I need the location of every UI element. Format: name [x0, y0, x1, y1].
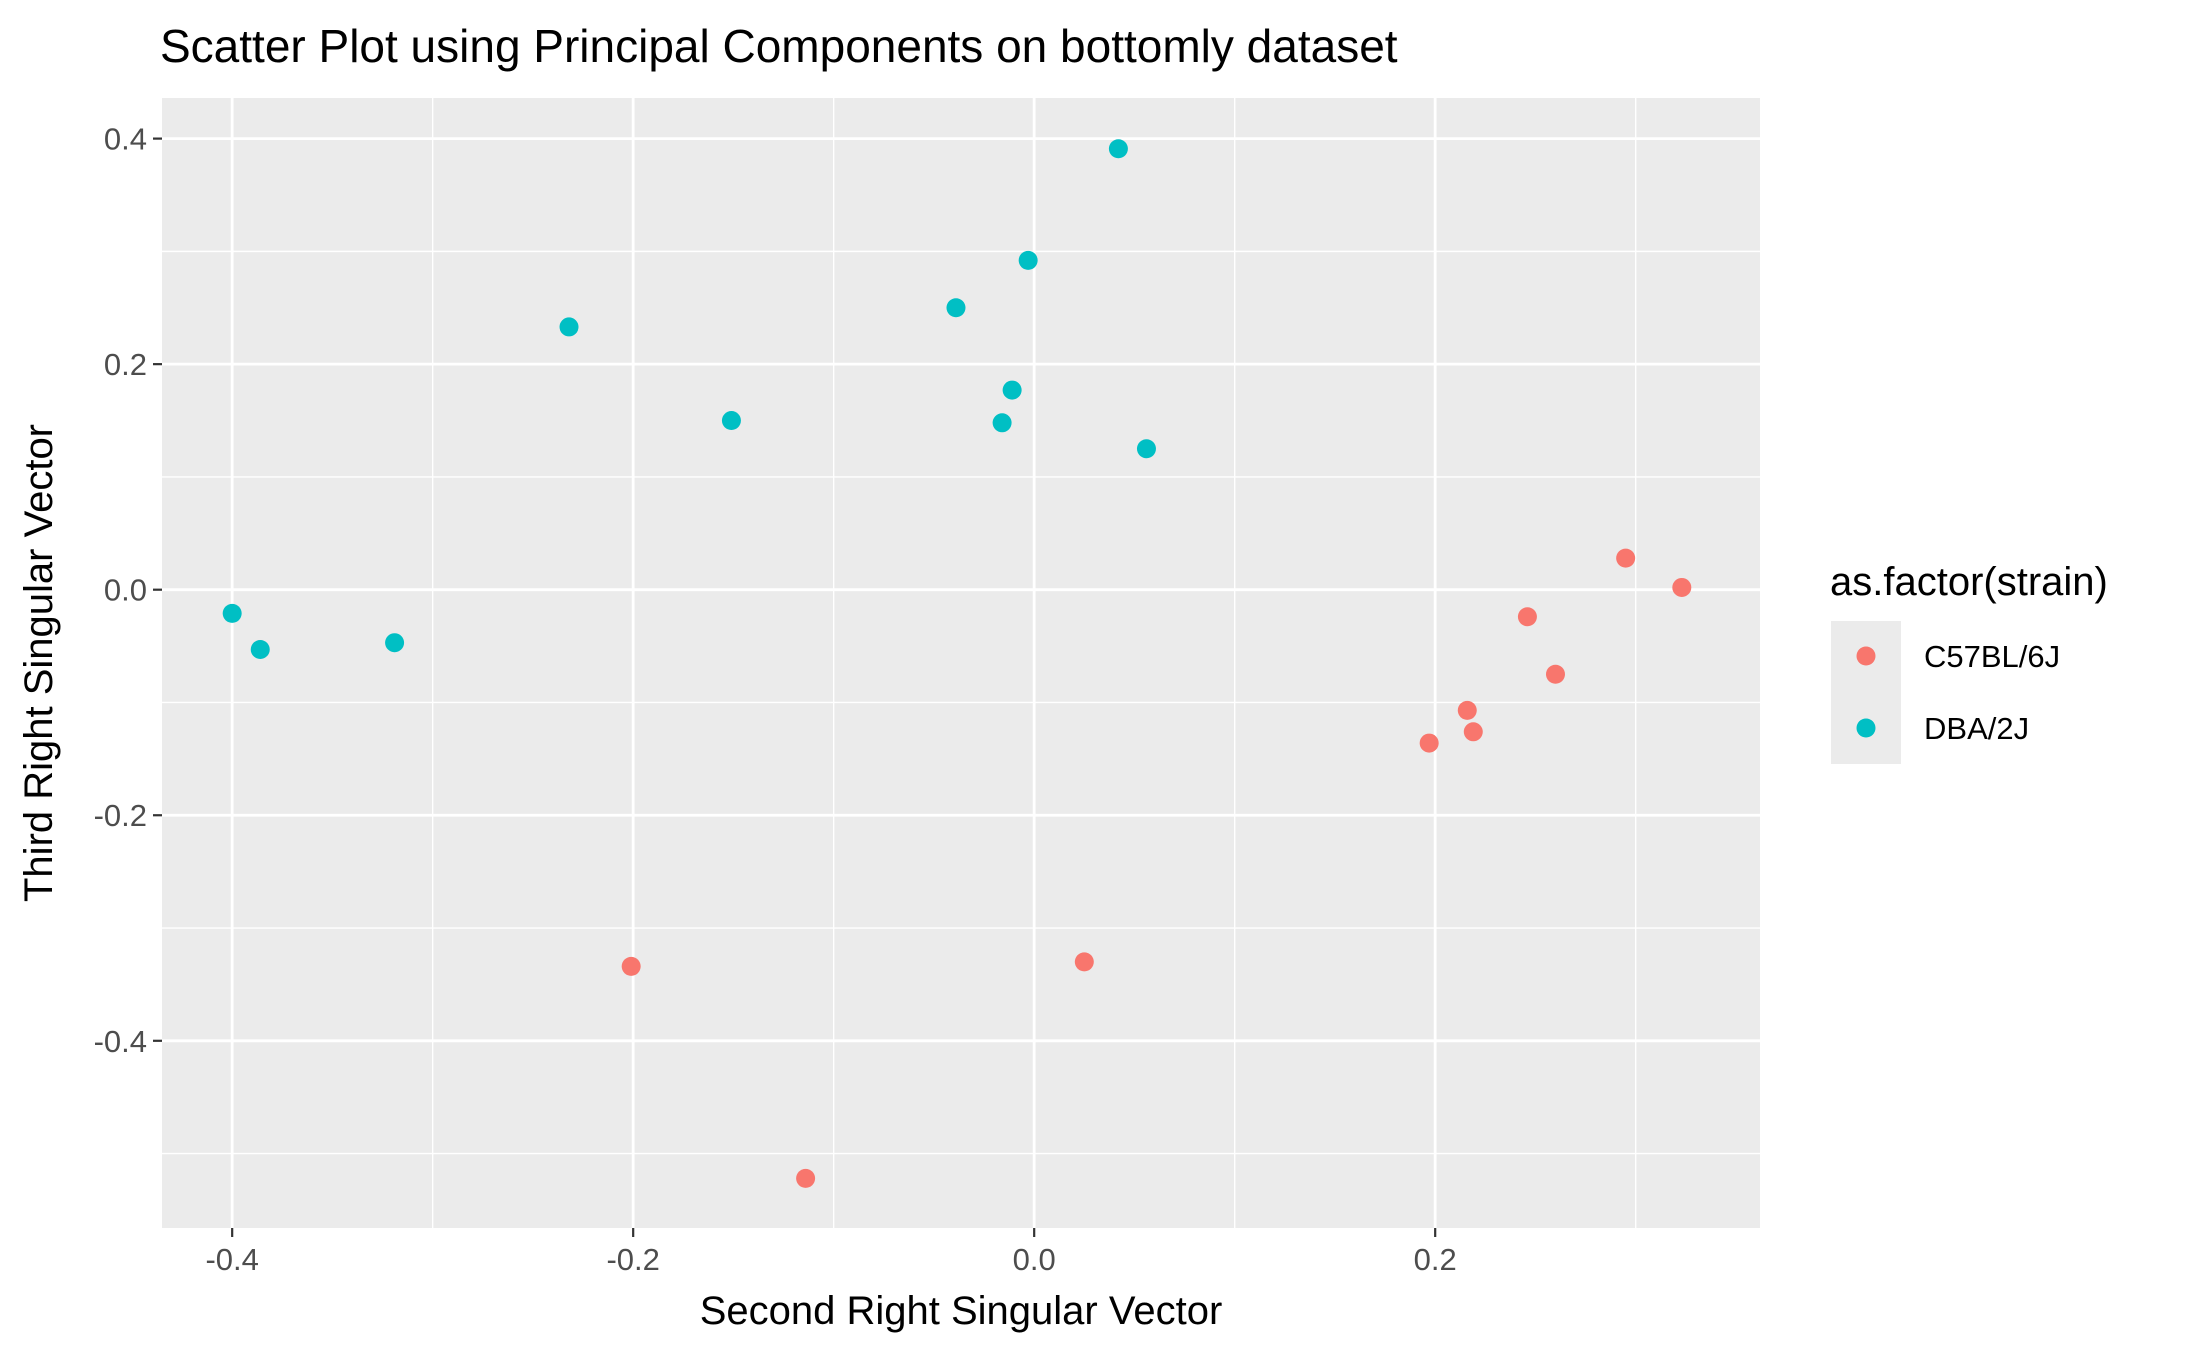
data-point: [721, 411, 741, 431]
data-point: [1074, 952, 1094, 972]
data-point: [992, 413, 1012, 433]
legend-key: [1856, 718, 1876, 738]
y-axis-ticks: 0.4 0.2 0.0 -0.2 -0.4: [94, 122, 162, 1059]
minor-gridlines: [162, 98, 1760, 1228]
legend-title: as.factor(strain): [1830, 560, 2108, 604]
data-point: [1457, 700, 1477, 720]
x-axis-ticks: -0.4 -0.2 0.0 0.2: [205, 1228, 1457, 1277]
data-point: [796, 1168, 816, 1188]
data-point: [946, 298, 966, 318]
data-point: [1545, 664, 1565, 684]
data-point: [1672, 577, 1692, 597]
data-point: [250, 639, 270, 659]
chart-title: Scatter Plot using Principal Components …: [160, 20, 1398, 72]
x-tick-label: 0.0: [1013, 1242, 1056, 1277]
data-point: [1002, 380, 1022, 400]
data-point: [1018, 250, 1038, 270]
data-point: [1517, 607, 1537, 627]
y-tick-label: -0.2: [94, 798, 147, 833]
plot-panel: [162, 98, 1760, 1228]
x-tick-label: -0.2: [606, 1242, 659, 1277]
y-axis-title: Third Right Singular Vector: [17, 424, 61, 902]
data-points: [222, 139, 1692, 1188]
y-tick-label: 0.4: [104, 122, 147, 157]
data-point: [222, 603, 242, 623]
data-point: [559, 317, 579, 337]
legend-label: DBA/2J: [1924, 711, 2029, 746]
x-tick-label: 0.2: [1414, 1242, 1457, 1277]
data-point: [385, 633, 405, 653]
x-axis-title: Second Right Singular Vector: [700, 1289, 1223, 1333]
x-tick-label: -0.4: [205, 1242, 258, 1277]
data-point: [1136, 439, 1156, 459]
data-point: [1108, 139, 1128, 159]
legend-key: [1856, 646, 1876, 666]
y-tick-label: 0.2: [104, 347, 147, 382]
major-gridlines: [162, 98, 1760, 1228]
legend-label: C57BL/6J: [1924, 639, 2060, 674]
legend-items: C57BL/6J DBA/2J: [1856, 639, 2060, 746]
data-point: [1419, 733, 1439, 753]
data-point: [1616, 548, 1636, 568]
data-point: [621, 956, 641, 976]
data-point: [1463, 722, 1483, 742]
y-tick-label: -0.4: [94, 1024, 147, 1059]
legend: as.factor(strain) C57BL/6J DBA/2J: [1830, 560, 2108, 764]
legend-key-background: [1831, 621, 1901, 764]
y-tick-label: 0.0: [104, 573, 147, 608]
